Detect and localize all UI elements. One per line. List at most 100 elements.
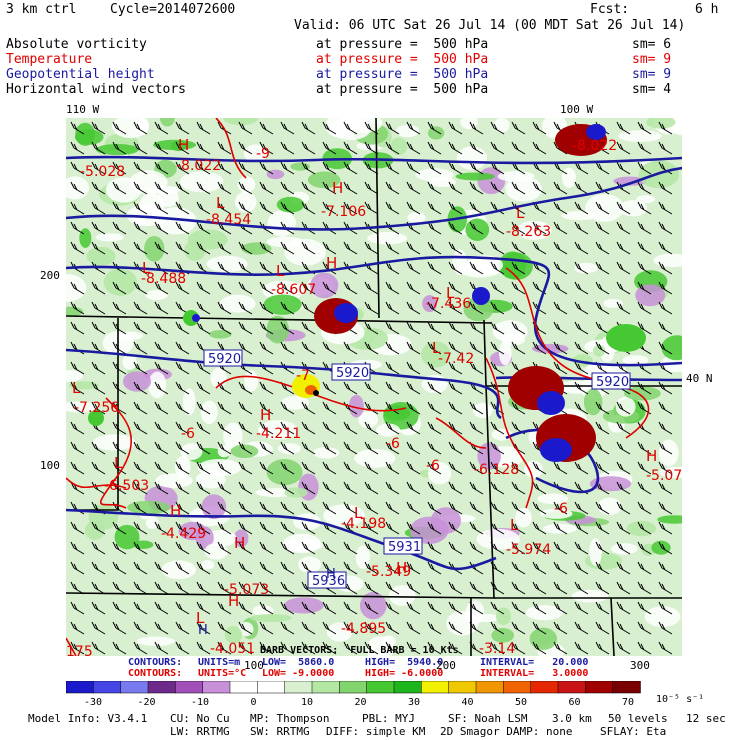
field-level: at pressure = 500 hPa xyxy=(316,67,489,82)
wind-barb xyxy=(301,401,316,415)
wind-barb xyxy=(427,261,442,275)
wind-barb xyxy=(238,561,253,575)
wind-barb xyxy=(154,161,169,175)
wind-barb xyxy=(280,141,295,155)
wind-barb xyxy=(406,421,421,435)
wind-barb xyxy=(574,621,589,635)
wind-barb xyxy=(196,321,211,335)
run-label: 3 km ctrl xyxy=(6,2,77,17)
colorbar-swatch xyxy=(475,681,505,694)
wind-barb xyxy=(133,321,148,335)
wind-barb xyxy=(133,381,148,395)
wind-barb xyxy=(490,241,505,255)
wind-barb xyxy=(448,521,463,535)
wind-barb xyxy=(196,201,211,215)
wind-barb xyxy=(91,181,106,195)
wind-barb xyxy=(196,381,211,395)
wind-barb xyxy=(469,201,484,215)
wind-barb xyxy=(280,401,295,415)
wind-barb xyxy=(154,341,169,355)
wind-barb xyxy=(301,201,316,215)
wind-barb xyxy=(175,561,190,575)
wind-barb xyxy=(406,361,421,375)
wind-barb xyxy=(196,401,211,415)
high-low-label: L xyxy=(276,262,285,280)
temperature-label: -5.07 xyxy=(646,468,682,484)
wind-barb xyxy=(616,561,631,575)
wind-barb xyxy=(427,541,442,555)
wind-barb xyxy=(364,341,379,355)
wind-barb xyxy=(364,541,379,555)
wind-barb xyxy=(91,521,106,535)
wind-barb xyxy=(553,241,568,255)
wind-barb xyxy=(217,641,232,655)
colorbar-swatch xyxy=(530,681,559,694)
temperature-label: -8.022 xyxy=(572,138,617,154)
wind-barb xyxy=(259,281,274,295)
wind-barb xyxy=(511,421,526,435)
wind-barb xyxy=(343,641,358,655)
wind-barb xyxy=(259,461,274,475)
wind-barb xyxy=(448,381,463,395)
wind-barb xyxy=(448,461,463,475)
wind-barb xyxy=(658,381,673,395)
wind-barb xyxy=(175,441,190,455)
wind-barb xyxy=(511,481,526,495)
wind-barb xyxy=(469,301,484,315)
wind-barb xyxy=(616,241,631,255)
wind-barb xyxy=(364,421,379,435)
wind-barb xyxy=(448,481,463,495)
wind-barb xyxy=(364,481,379,495)
colorbar-swatch xyxy=(366,681,395,694)
wind-barb xyxy=(259,621,274,635)
wind-barb xyxy=(448,641,463,655)
wind-barb xyxy=(259,521,274,535)
colorbar-swatch xyxy=(93,681,122,694)
wind-barb xyxy=(364,281,379,295)
wind-barb xyxy=(154,241,169,255)
wind-barb xyxy=(490,421,505,435)
wind-barb xyxy=(385,321,400,335)
wind-barb xyxy=(196,161,211,175)
wind-barb xyxy=(91,241,106,255)
wind-barb xyxy=(238,241,253,255)
wind-barb xyxy=(133,201,148,215)
wind-barb xyxy=(469,261,484,275)
wind-barb xyxy=(469,421,484,435)
wind-barb xyxy=(112,561,127,575)
wind-barb xyxy=(217,281,232,295)
wind-barb xyxy=(70,321,85,335)
wind-barb xyxy=(364,461,379,475)
wind-barb xyxy=(574,201,589,215)
high-low-label: H xyxy=(178,136,189,154)
wind-barb xyxy=(154,181,169,195)
wind-barb xyxy=(595,521,610,535)
wind-barb xyxy=(616,281,631,295)
wind-barb xyxy=(238,381,253,395)
wind-barb xyxy=(175,201,190,215)
wind-barb xyxy=(427,341,442,355)
wind-barb xyxy=(238,441,253,455)
colorbar-swatch xyxy=(66,681,95,694)
wind-barb xyxy=(154,201,169,215)
wind-barb xyxy=(322,181,337,195)
wind-barb xyxy=(301,281,316,295)
wind-barb xyxy=(322,441,337,455)
wind-barb xyxy=(616,481,631,495)
wind-barb xyxy=(70,381,85,395)
colorbar-swatch xyxy=(557,681,587,694)
wind-barb xyxy=(574,361,589,375)
wind-barb xyxy=(553,641,568,655)
wind-barb xyxy=(112,301,127,315)
wind-barb xyxy=(322,481,337,495)
wind-barb xyxy=(301,461,316,475)
wind-barb xyxy=(259,321,274,335)
high-low-label: H xyxy=(228,592,239,610)
wind-barb xyxy=(280,501,295,515)
wind-barb xyxy=(616,221,631,235)
wind-barb xyxy=(70,221,85,235)
wind-barb xyxy=(427,281,442,295)
wind-barb xyxy=(343,161,358,175)
wind-barb xyxy=(448,181,463,195)
wind-barb xyxy=(385,561,400,575)
